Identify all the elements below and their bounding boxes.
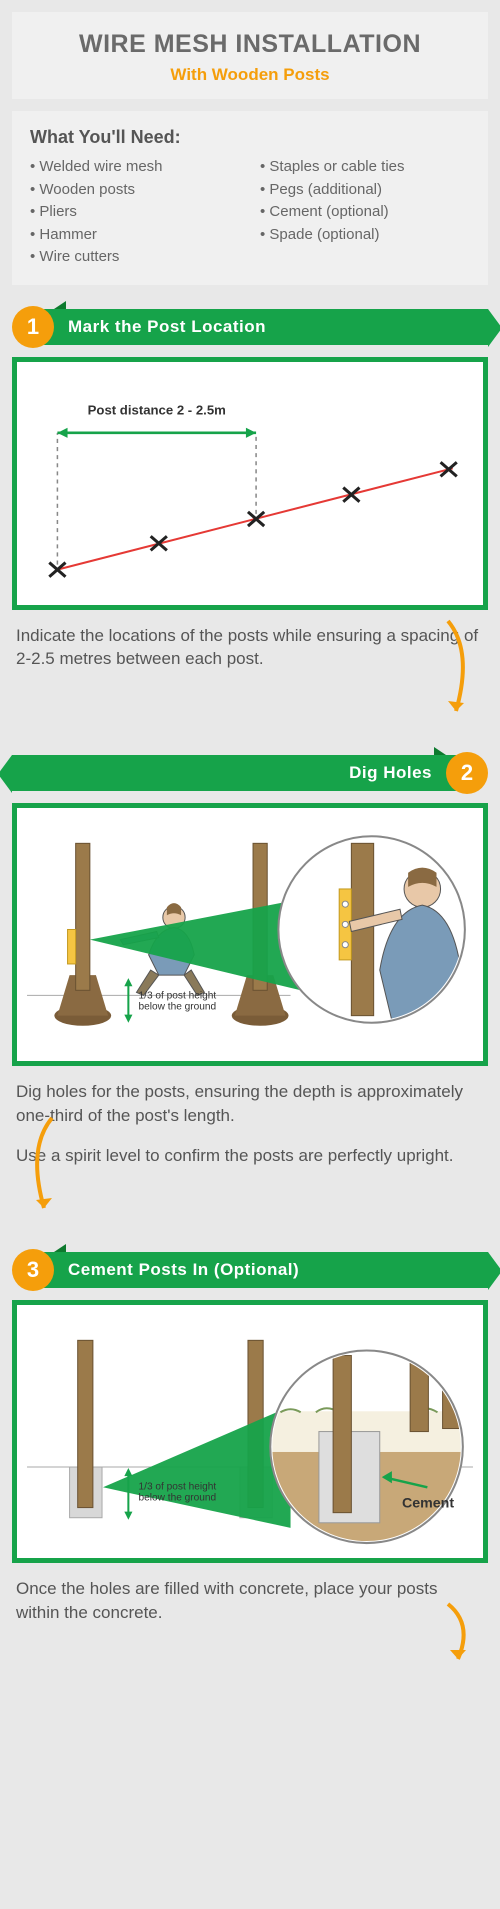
illustration-1: Post distance 2 - 2.5m [12, 357, 488, 610]
material-item: • Wooden posts [30, 179, 240, 202]
step-banner-3: Cement Posts In (Optional) [44, 1252, 488, 1288]
step-desc-1: Indicate the locations of the posts whil… [12, 624, 488, 672]
materials-col-1: • Welded wire mesh• Wooden posts• Pliers… [30, 156, 240, 269]
materials-col-2: • Staples or cable ties• Pegs (additiona… [260, 156, 470, 269]
material-item: • Cement (optional) [260, 201, 470, 224]
material-item: • Pegs (additional) [260, 179, 470, 202]
step-header-1: 1 Mark the Post Location [12, 305, 488, 349]
illustration-3: Cement 1/3 of post heightbelow the groun… [12, 1300, 488, 1563]
step-number-3: 3 [12, 1249, 54, 1291]
step-desc-2: Dig holes for the posts, ensuring the de… [12, 1080, 488, 1167]
step-desc-3: Once the holes are filled with concrete,… [12, 1577, 488, 1625]
step-title-2: Dig Holes [349, 763, 432, 782]
distance-label: Post distance 2 - 2.5m [88, 402, 226, 417]
materials-title: What You'll Need: [30, 127, 470, 148]
material-item: • Hammer [30, 224, 240, 247]
material-item: • Pliers [30, 201, 240, 224]
depth-label-2: 1/3 of post heightbelow the ground [139, 991, 217, 1013]
material-item: • Spade (optional) [260, 224, 470, 247]
connector-arrow-1 [12, 671, 488, 741]
step-desc-para: Dig holes for the posts, ensuring the de… [16, 1080, 484, 1128]
illustration-2: 1/3 of post heightbelow the ground [12, 803, 488, 1066]
header: WIRE MESH INSTALLATION With Wooden Posts [12, 12, 488, 99]
depth-label-3: 1/3 of post heightbelow the ground [139, 1481, 217, 1503]
connector-arrow-2 [12, 1168, 488, 1238]
step-desc-para: Indicate the locations of the posts whil… [16, 624, 484, 672]
materials-panel: What You'll Need: • Welded wire mesh• Wo… [12, 111, 488, 285]
step-title-3: Cement Posts In (Optional) [68, 1260, 299, 1279]
step-desc-para: Use a spirit level to confirm the posts … [16, 1144, 484, 1168]
step-header-3: 3 Cement Posts In (Optional) [12, 1248, 488, 1292]
cement-label: Cement [402, 1495, 454, 1511]
material-item: • Wire cutters [30, 246, 240, 269]
step-number-1: 1 [12, 306, 54, 348]
page-subtitle: With Wooden Posts [22, 65, 478, 85]
step-banner-2: Dig Holes [12, 755, 456, 791]
step-number-2: 2 [446, 752, 488, 794]
material-item: • Staples or cable ties [260, 156, 470, 179]
step-banner-1: Mark the Post Location [44, 309, 488, 345]
step-desc-para: Once the holes are filled with concrete,… [16, 1577, 484, 1625]
connector-arrow-3 [12, 1624, 488, 1694]
step-title-1: Mark the Post Location [68, 317, 266, 336]
page-title: WIRE MESH INSTALLATION [22, 30, 478, 59]
step-header-2: 2 Dig Holes [12, 751, 488, 795]
material-item: • Welded wire mesh [30, 156, 240, 179]
